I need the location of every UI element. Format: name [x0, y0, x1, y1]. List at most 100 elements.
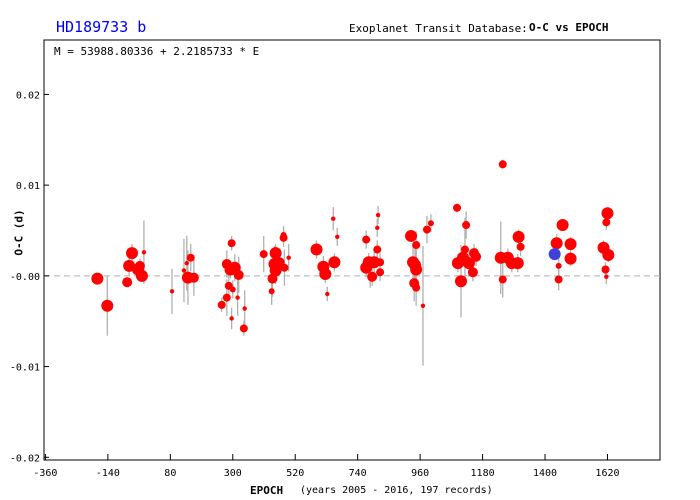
data-point	[181, 268, 187, 273]
data-point	[602, 218, 611, 227]
ephemeris-label: M = 53988.80336 + 2.2185733 * E	[54, 45, 260, 58]
data-point	[498, 275, 507, 284]
data-point	[601, 265, 610, 274]
data-point	[604, 274, 609, 279]
data-point	[516, 242, 525, 251]
x-tick-label: 80	[164, 468, 176, 479]
data-point	[412, 283, 421, 292]
data-point	[550, 237, 563, 250]
data-point	[331, 216, 336, 221]
data-point	[601, 207, 614, 220]
plot-frame	[43, 39, 661, 461]
data-point	[409, 258, 422, 271]
x-tick-label: 1400	[533, 468, 557, 479]
data-point	[229, 286, 236, 293]
x-tick-label: 960	[411, 468, 429, 479]
data-point	[405, 229, 418, 242]
data-point	[235, 295, 240, 300]
data-point	[564, 252, 577, 265]
x-tick-label: -360	[33, 468, 57, 479]
data-point	[367, 271, 378, 282]
data-point	[335, 234, 340, 240]
data-point	[471, 251, 482, 262]
data-point	[498, 160, 507, 169]
data-point	[460, 245, 469, 254]
data-point	[375, 212, 381, 218]
data-point	[453, 203, 462, 212]
data-point	[141, 250, 147, 255]
data-point	[328, 256, 341, 269]
data-point	[319, 268, 332, 281]
y-tick-label: 0.02	[16, 90, 40, 101]
y-tick-label: -0.02	[10, 453, 40, 464]
data-point	[373, 245, 382, 254]
plot-kind-label: O-C vs EPOCH	[529, 21, 609, 34]
data-point	[412, 241, 421, 250]
y-tick-label: -0.00	[10, 272, 40, 283]
data-point	[367, 276, 373, 281]
data-point	[217, 300, 226, 309]
data-point	[188, 272, 199, 283]
data-point	[135, 269, 148, 282]
data-point	[269, 247, 282, 260]
data-point	[122, 277, 133, 288]
data-point	[134, 260, 145, 271]
data-point	[126, 247, 138, 260]
data-point	[420, 303, 426, 308]
data-point	[169, 289, 175, 294]
x-tick-label: 300	[224, 468, 242, 479]
x-axis-note: (years 2005 - 2016, 197 records)	[300, 485, 493, 496]
x-axis-label: EPOCH	[250, 484, 284, 497]
data-point	[269, 264, 282, 277]
data-point	[422, 225, 431, 234]
data-point	[362, 235, 371, 244]
data-point	[375, 225, 380, 230]
data-point	[229, 316, 234, 321]
data-point	[368, 256, 381, 269]
data-point	[554, 275, 563, 284]
planet-title: HD189733 b	[56, 18, 147, 36]
data-point	[602, 248, 615, 261]
data-point	[564, 238, 577, 251]
data-point	[555, 262, 562, 269]
data-point	[512, 230, 525, 243]
data-point	[556, 219, 569, 232]
data-point	[227, 239, 236, 248]
data-point	[310, 243, 323, 256]
data-point	[511, 257, 524, 270]
highlighted-data-point	[548, 248, 561, 261]
data-point	[280, 263, 289, 272]
data-point	[239, 324, 248, 333]
data-point	[233, 269, 244, 280]
y-tick-label: 0.01	[16, 181, 40, 192]
y-axis-label: O-C (d)	[12, 209, 26, 256]
database-label: Exoplanet Transit Database:	[349, 22, 528, 35]
data-point	[186, 253, 195, 262]
data-point	[427, 220, 434, 227]
data-point	[286, 255, 291, 260]
data-point	[267, 273, 278, 284]
data-point	[101, 299, 114, 312]
data-point	[376, 258, 385, 267]
data-point	[280, 232, 287, 239]
data-point	[325, 291, 330, 297]
x-tick-label: 1180	[471, 468, 495, 479]
data-point	[222, 293, 231, 302]
data-point	[462, 221, 471, 230]
data-point	[91, 272, 104, 285]
x-tick-label: 740	[349, 468, 367, 479]
x-tick-label: 520	[286, 468, 304, 479]
data-point	[268, 288, 275, 295]
data-point	[242, 306, 247, 311]
data-point	[455, 275, 468, 288]
data-point	[259, 250, 268, 259]
y-tick-label: -0.01	[10, 363, 40, 374]
data-point	[184, 260, 189, 266]
data-point	[467, 267, 478, 278]
data-point	[376, 268, 385, 277]
data-point	[462, 257, 475, 270]
x-tick-label: -140	[96, 468, 120, 479]
x-tick-label: 1620	[595, 468, 619, 479]
